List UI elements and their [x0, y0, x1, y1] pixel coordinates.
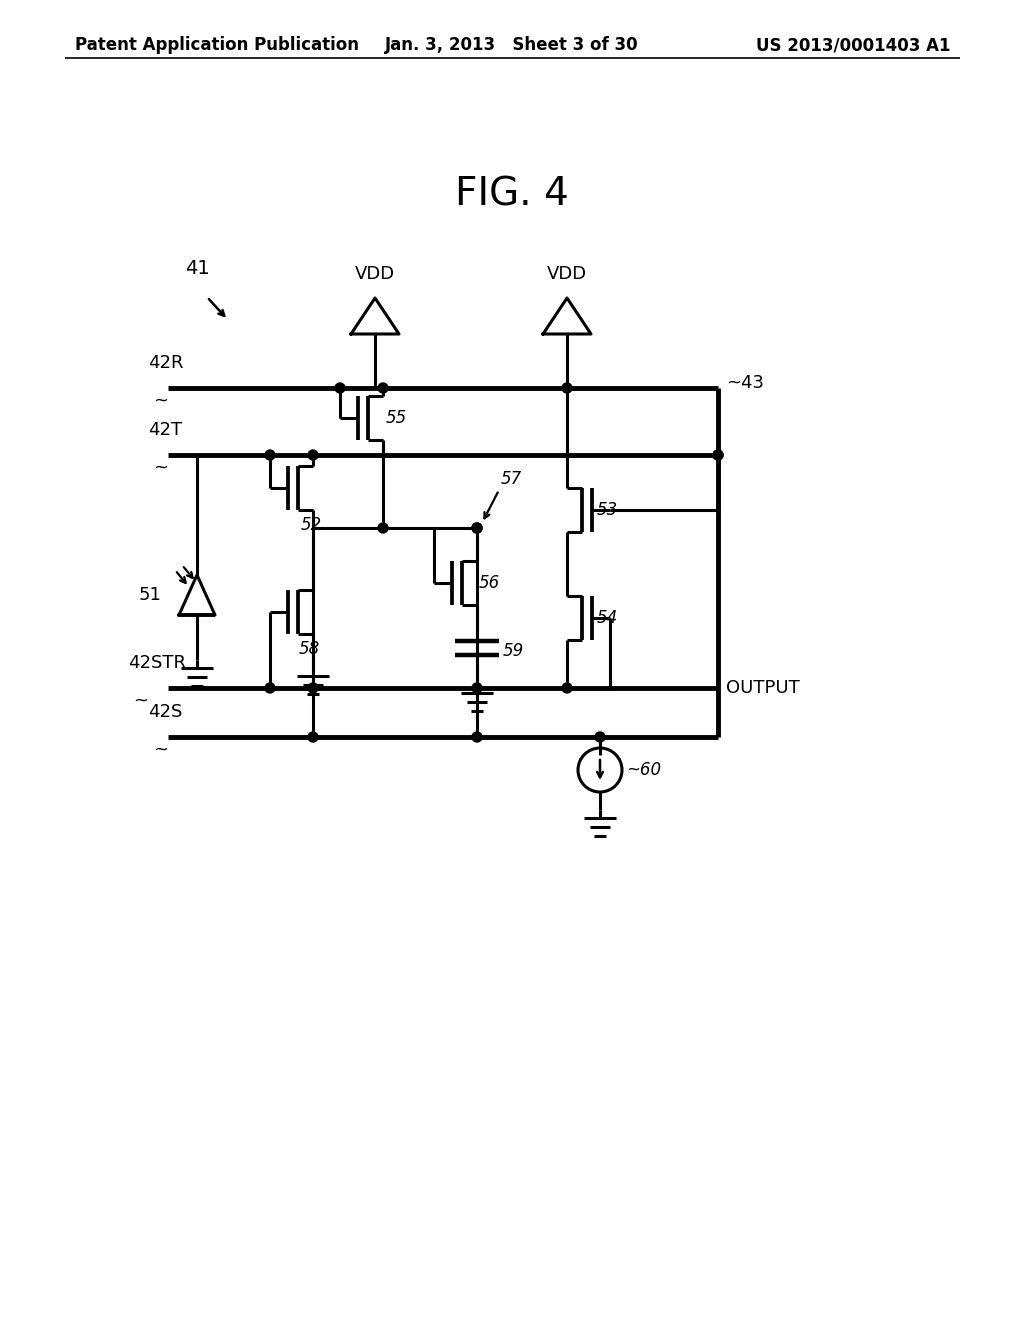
Text: 52: 52 [301, 516, 323, 535]
Circle shape [308, 450, 318, 459]
Text: 42S: 42S [148, 704, 182, 721]
Text: Jan. 3, 2013   Sheet 3 of 30: Jan. 3, 2013 Sheet 3 of 30 [385, 36, 639, 54]
Circle shape [308, 682, 318, 693]
Text: 57: 57 [501, 470, 522, 488]
Circle shape [265, 450, 275, 459]
Circle shape [713, 450, 723, 459]
Text: ~43: ~43 [726, 374, 764, 392]
Circle shape [472, 523, 482, 533]
Text: 42R: 42R [148, 354, 183, 372]
Text: ~: ~ [133, 692, 148, 710]
Circle shape [265, 682, 275, 693]
Text: US 2013/0001403 A1: US 2013/0001403 A1 [756, 36, 950, 54]
Text: 56: 56 [479, 574, 501, 591]
Circle shape [472, 523, 482, 533]
Circle shape [562, 383, 572, 393]
Text: 42STR: 42STR [128, 653, 186, 672]
Text: OUTPUT: OUTPUT [726, 678, 800, 697]
Text: ~: ~ [153, 459, 168, 477]
Circle shape [562, 682, 572, 693]
Text: 58: 58 [299, 640, 321, 657]
Text: 51: 51 [138, 586, 161, 605]
Text: VDD: VDD [547, 265, 587, 282]
Circle shape [472, 682, 482, 693]
Text: 54: 54 [597, 609, 618, 627]
Text: 59: 59 [503, 642, 524, 660]
Text: Patent Application Publication: Patent Application Publication [75, 36, 359, 54]
Text: 42T: 42T [148, 421, 182, 440]
Circle shape [472, 733, 482, 742]
Circle shape [308, 733, 318, 742]
Text: 41: 41 [185, 259, 210, 277]
Text: 53: 53 [597, 502, 618, 519]
Circle shape [335, 383, 345, 393]
Text: ~: ~ [153, 392, 168, 411]
Text: 55: 55 [386, 409, 408, 426]
Circle shape [378, 523, 388, 533]
Text: FIG. 4: FIG. 4 [455, 176, 569, 214]
Circle shape [378, 383, 388, 393]
Text: ~60: ~60 [626, 762, 662, 779]
Text: VDD: VDD [355, 265, 395, 282]
Circle shape [595, 733, 605, 742]
Text: ~: ~ [153, 741, 168, 759]
Circle shape [713, 450, 723, 459]
